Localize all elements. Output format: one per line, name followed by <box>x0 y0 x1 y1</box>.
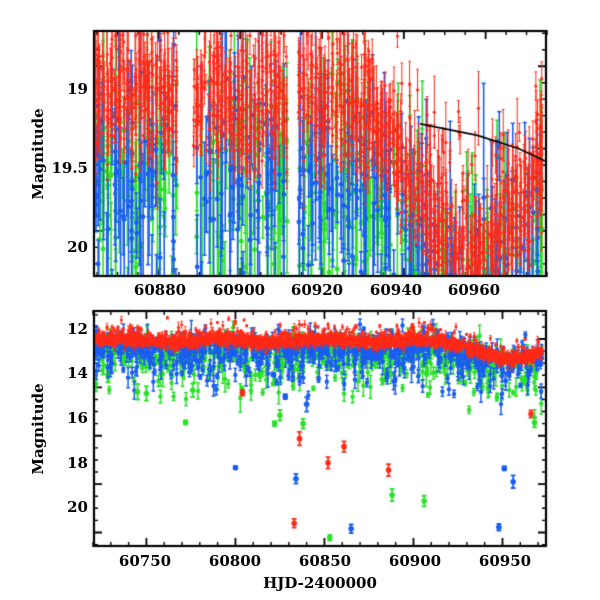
bottom-xtick-label-0: 60750 <box>118 552 172 570</box>
bottom-panel-x-axis-label: HJD-2400000 <box>263 574 377 592</box>
bottom-panel: Magnitude 60750 60800 60850 60900 60950 … <box>0 300 600 600</box>
bottom-xtick-label-2: 60850 <box>298 552 352 570</box>
top-xtick-label-1: 60900 <box>212 281 266 299</box>
top-panel-plot-canvas[interactable] <box>0 0 600 300</box>
bottom-xtick-label-1: 60800 <box>208 552 262 570</box>
top-ytick-label-1: 19.5 <box>51 159 88 177</box>
bottom-ytick-label-2: 16 <box>67 409 88 427</box>
top-xtick-label-0: 60880 <box>133 281 187 299</box>
top-panel-y-axis-label: Magnitude <box>29 108 47 200</box>
bottom-ytick-label-1: 14 <box>67 364 88 382</box>
top-xtick-label-4: 60960 <box>447 281 501 299</box>
top-ytick-label-0: 19 <box>67 80 88 98</box>
bottom-panel-plot-canvas[interactable] <box>0 300 600 600</box>
top-ytick-label-2: 20 <box>67 238 88 256</box>
bottom-ytick-label-4: 20 <box>67 498 88 516</box>
top-panel: Magnitude 60880 60900 60920 60940 60960 … <box>0 0 600 300</box>
bottom-xtick-label-4: 60950 <box>478 552 532 570</box>
top-xtick-label-2: 60920 <box>290 281 344 299</box>
bottom-ytick-label-3: 18 <box>67 454 88 472</box>
bottom-ytick-label-0: 12 <box>67 320 88 338</box>
bottom-xtick-label-3: 60900 <box>388 552 442 570</box>
top-xtick-label-3: 60940 <box>369 281 423 299</box>
